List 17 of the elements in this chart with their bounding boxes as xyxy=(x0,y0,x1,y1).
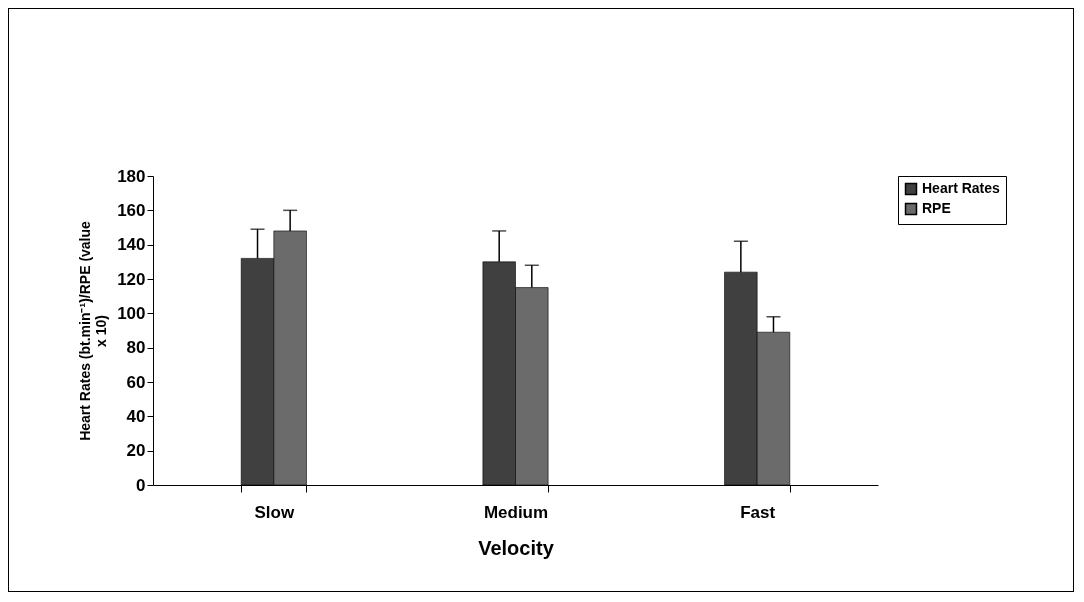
y-tick-label: 100 xyxy=(117,303,146,323)
y-tick-label: 120 xyxy=(117,269,146,289)
y-axis-title: Heart Rates (bt.min⁻¹)/RPE (value x 10) xyxy=(77,220,110,441)
x-tick-label: Slow xyxy=(254,502,295,522)
x-tick-label: Medium xyxy=(483,502,549,522)
legend-label: RPE xyxy=(922,200,951,216)
y-tick-label: 20 xyxy=(126,441,146,461)
x-tick-label: Fast xyxy=(740,502,776,522)
y-tick-label: 80 xyxy=(126,338,146,358)
legend-label: Heart Rates xyxy=(922,180,1001,196)
y-tick-label: 60 xyxy=(126,372,146,392)
y-tick-label: 160 xyxy=(117,200,146,220)
y-tick-label: 0 xyxy=(136,475,146,495)
y-tick-label: 140 xyxy=(117,235,146,255)
y-tick-label: 40 xyxy=(126,406,146,426)
y-tick-label: 180 xyxy=(117,166,146,186)
x-axis-title: Velocity xyxy=(478,536,555,559)
